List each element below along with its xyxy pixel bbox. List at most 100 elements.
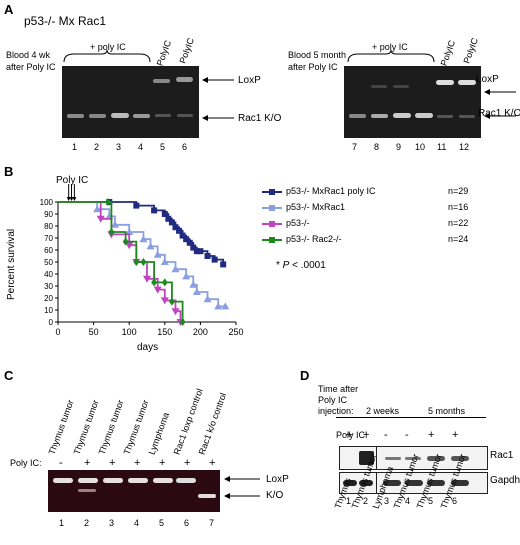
- legend-swatch: [262, 221, 282, 227]
- series-point: [211, 256, 218, 263]
- right-gel-arrows: [484, 89, 516, 119]
- y-tick-label: 30: [44, 282, 53, 291]
- panel-c-letter: C: [4, 368, 14, 383]
- series-point: [160, 297, 169, 305]
- y-axis-label: Percent survival: [6, 228, 17, 300]
- right-gel-lane-number: 12: [459, 142, 470, 152]
- series-point: [192, 288, 201, 295]
- left-gel-band-ko-2: [89, 114, 106, 118]
- d-lane-number: 3: [384, 496, 390, 506]
- series-point: [125, 242, 134, 250]
- d-polyic-sign: +: [452, 429, 459, 441]
- series-point: [221, 302, 230, 310]
- p-value-star: *: [276, 260, 283, 271]
- c-lane-label: Lymphoma: [146, 411, 172, 456]
- c-lane-label: Thymus tumor: [121, 398, 151, 456]
- x-axis-label: days: [137, 342, 159, 353]
- d-gapdh-band-6: [451, 480, 469, 486]
- c-lane-label: Thymus tumor: [71, 398, 101, 456]
- d-lane-number: 1: [346, 496, 352, 506]
- series-point: [153, 250, 162, 258]
- legend-swatch: [262, 237, 282, 243]
- d-gapdh-band-3: [383, 480, 401, 486]
- d-polyic-sign: +: [428, 429, 435, 441]
- c-polyic-sign: +: [84, 457, 91, 469]
- right-gel-band-ko-7: [349, 114, 366, 118]
- series-point: [122, 237, 129, 246]
- d-lane-number: 4: [405, 496, 411, 506]
- d-blot-rac1-b: [376, 446, 488, 470]
- d-polyic-sign: -: [384, 429, 388, 441]
- c-band-loxp-6: [176, 478, 196, 483]
- d-time-5months: 5 months: [428, 406, 466, 416]
- legend-swatch: [262, 205, 282, 211]
- panel-b-letter: B: [4, 164, 14, 179]
- left-gel-lane-number: 3: [116, 142, 122, 152]
- series-point: [165, 215, 172, 222]
- c-lane-number: 2: [84, 518, 90, 528]
- polyic-arrow-head: [69, 197, 74, 201]
- d-rac1-band-5: [427, 456, 445, 461]
- series-point: [140, 258, 147, 266]
- series-point: [179, 318, 186, 326]
- d-polyic-label: Poly IC:: [336, 430, 368, 440]
- y-tick-label: 80: [44, 222, 53, 231]
- d-time-line: [336, 417, 486, 418]
- left-gel-band-ko-3: [111, 113, 129, 118]
- d-rac1-band-6: [451, 456, 469, 461]
- p-value-p: P: [282, 260, 290, 271]
- series-line: [58, 201, 182, 322]
- d-gapdh-band-5: [427, 480, 445, 486]
- right-gel-band-ko-8: [371, 114, 388, 118]
- left-gel-lane-number: 2: [94, 142, 100, 152]
- left-gel-band-loxp-6: [176, 77, 193, 82]
- left-gel-lane-number: 1: [72, 142, 78, 152]
- c-band-loxp-5: [153, 478, 173, 483]
- legend-swatch: [262, 189, 282, 195]
- series-point: [172, 224, 179, 231]
- c-gel-image: [48, 470, 220, 512]
- y-tick-label: 90: [44, 210, 53, 219]
- d-time-label-1: Time after: [318, 384, 359, 394]
- c-lane-number: 1: [59, 518, 65, 528]
- legend-series-n: n=29: [448, 186, 469, 196]
- right-gel-band-ko-10: [415, 113, 433, 118]
- series-point: [139, 235, 148, 243]
- left-gel-band-ko-6: [177, 114, 193, 117]
- left-brace-icon: [63, 50, 151, 63]
- c-lane-number: 7: [209, 518, 215, 528]
- right-gel-band-ko-12: [459, 115, 475, 118]
- legend-series-name: p53-/- MxRac1 poly IC: [286, 186, 376, 196]
- left-gel-band-ko-5: [155, 114, 171, 117]
- panel-a-title: p53-/- Mx Rac1: [24, 14, 107, 28]
- legend-series-n: n=24: [448, 234, 469, 244]
- c-polyic-sign: +: [159, 457, 166, 469]
- right-gel-band-ko-9: [393, 113, 411, 118]
- series-point: [146, 242, 155, 250]
- series-point: [110, 220, 119, 228]
- series-point: [203, 295, 212, 303]
- d-gapdh-band-4: [405, 480, 423, 486]
- series-point: [183, 236, 190, 243]
- left-gel-band-ko-4: [133, 114, 150, 118]
- d-rac1-band-3: [385, 457, 401, 460]
- d-lane-number: 6: [452, 496, 458, 506]
- right-gel-lane-number: 7: [352, 142, 358, 152]
- y-tick-label: 20: [44, 294, 53, 303]
- right-gel-lane-number: 10: [415, 142, 426, 152]
- x-tick-label: 100: [122, 327, 137, 337]
- c-loxp-label: LoxP: [266, 474, 289, 485]
- c-gel-arrows: [224, 476, 260, 499]
- series-point: [190, 244, 197, 251]
- series-point: [153, 286, 162, 294]
- c-lane-number: 4: [134, 518, 140, 528]
- c-lane-label: Thymus tumor: [46, 398, 76, 456]
- p-value-rest: < .0001: [289, 260, 326, 271]
- c-lane-number: 5: [159, 518, 165, 528]
- series-point: [96, 215, 105, 223]
- d-gapdh-band-1: [343, 480, 357, 486]
- x-tick-label: 200: [193, 327, 208, 337]
- d-gapdh-label: Gapdh: [490, 475, 520, 486]
- left-gel-lane-number: 6: [182, 142, 188, 152]
- series-point: [220, 261, 227, 268]
